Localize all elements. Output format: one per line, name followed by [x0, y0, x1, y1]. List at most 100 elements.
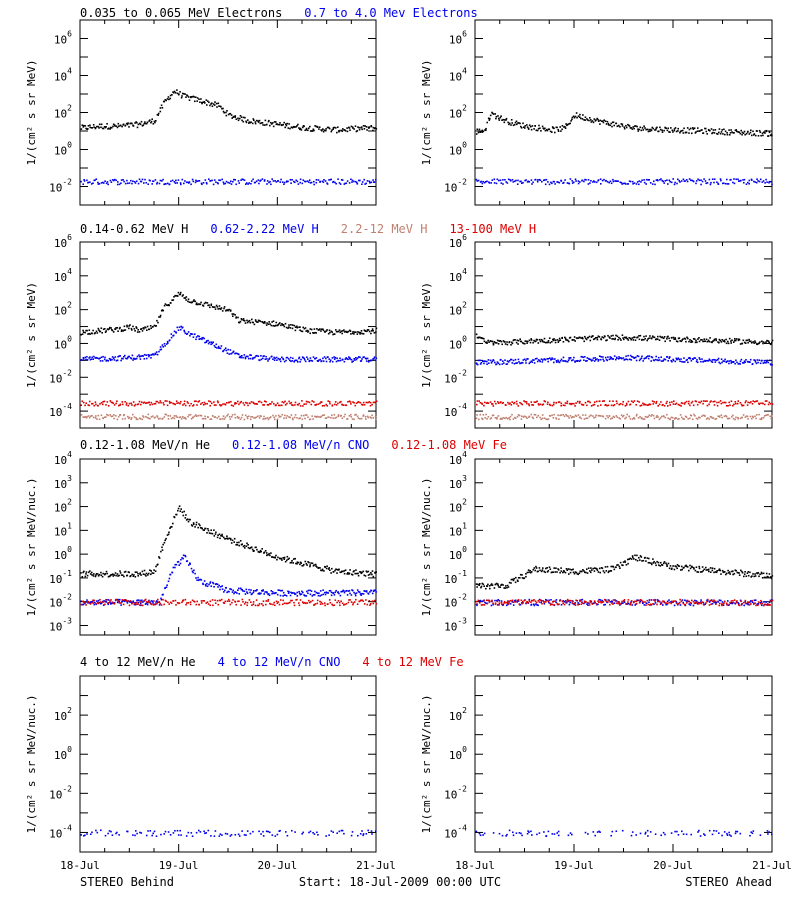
data-point: [162, 417, 164, 420]
data-point: [248, 122, 250, 124]
data-point: [589, 570, 591, 572]
data-point: [307, 181, 310, 183]
data-point: [157, 598, 159, 601]
data-point: [617, 339, 619, 341]
data-point: [718, 131, 720, 134]
data-point: [285, 417, 288, 419]
data-point: [491, 403, 493, 405]
data-point: [677, 403, 680, 406]
data-point: [218, 307, 221, 310]
data-point: [560, 567, 562, 569]
data-point: [363, 356, 365, 358]
data-point: [246, 542, 248, 545]
data-point: [691, 400, 694, 403]
data-point: [504, 343, 507, 345]
data-point: [247, 320, 250, 323]
data-point: [103, 328, 106, 330]
data-point: [576, 116, 578, 119]
data-point: [145, 354, 148, 356]
data-point: [758, 403, 761, 405]
data-point: [695, 400, 698, 403]
data-point: [482, 180, 485, 183]
data-point: [348, 127, 351, 129]
data-point: [367, 329, 370, 331]
data-point: [123, 356, 125, 358]
data-point: [184, 517, 187, 519]
data-point: [350, 178, 352, 181]
data-point: [355, 358, 358, 361]
data-point: [586, 118, 588, 120]
data-point: [506, 584, 509, 587]
data-point: [277, 404, 280, 407]
data-point: [120, 574, 123, 576]
data-point: [117, 122, 120, 125]
data-point: [548, 337, 551, 339]
data-point: [235, 118, 238, 120]
data-point: [663, 562, 665, 565]
data-point: [490, 584, 492, 586]
data-point: [652, 562, 654, 564]
data-point: [521, 342, 524, 344]
data-point: [358, 600, 360, 603]
data-point: [221, 535, 224, 537]
data-point: [340, 590, 342, 593]
data-point: [89, 358, 92, 361]
data-point: [603, 360, 605, 362]
data-point: [513, 401, 516, 404]
data-point: [333, 414, 336, 416]
data-point: [733, 572, 736, 575]
data-point: [352, 570, 355, 573]
data-point: [322, 357, 324, 360]
data-point: [497, 583, 499, 585]
data-point: [647, 404, 650, 406]
data-point: [161, 107, 164, 109]
data-point: [312, 332, 314, 334]
data-point: [251, 318, 253, 321]
data-point: [271, 122, 274, 124]
data-point: [215, 404, 217, 406]
data-point: [167, 96, 170, 98]
data-point: [309, 332, 311, 335]
data-point: [613, 355, 616, 357]
data-point: [365, 126, 368, 128]
data-point: [573, 336, 576, 338]
data-point: [674, 181, 676, 184]
data-point: [285, 124, 288, 127]
data-point: [716, 404, 719, 407]
data-point: [574, 405, 576, 407]
data-point: [296, 563, 298, 565]
data-point: [191, 178, 194, 181]
data-point: [590, 414, 592, 417]
data-point: [762, 362, 765, 364]
data-point: [196, 180, 198, 183]
data-point: [373, 356, 376, 358]
data-point: [100, 571, 102, 574]
data-point: [153, 354, 155, 356]
data-point: [256, 589, 258, 591]
data-point: [145, 601, 148, 603]
data-point: [173, 330, 176, 333]
data-point: [357, 331, 359, 333]
data-point: [268, 357, 271, 360]
data-point: [534, 125, 536, 127]
data-point: [601, 567, 604, 570]
data-point: [629, 354, 632, 357]
data-point: [293, 592, 296, 594]
data-point: [118, 355, 120, 357]
data-point: [316, 602, 319, 605]
data-point: [206, 182, 208, 185]
data-point: [579, 570, 581, 573]
data-point: [190, 524, 193, 526]
data-point: [490, 583, 493, 585]
data-point: [708, 340, 710, 343]
data-point: [299, 329, 301, 331]
data-point: [547, 418, 550, 420]
data-point: [580, 417, 582, 420]
data-point: [692, 358, 694, 360]
data-point: [306, 564, 308, 566]
data-point: [262, 322, 265, 324]
data-point: [710, 400, 712, 402]
data-point: [209, 180, 212, 182]
data-point: [361, 592, 363, 595]
data-point: [173, 296, 175, 298]
